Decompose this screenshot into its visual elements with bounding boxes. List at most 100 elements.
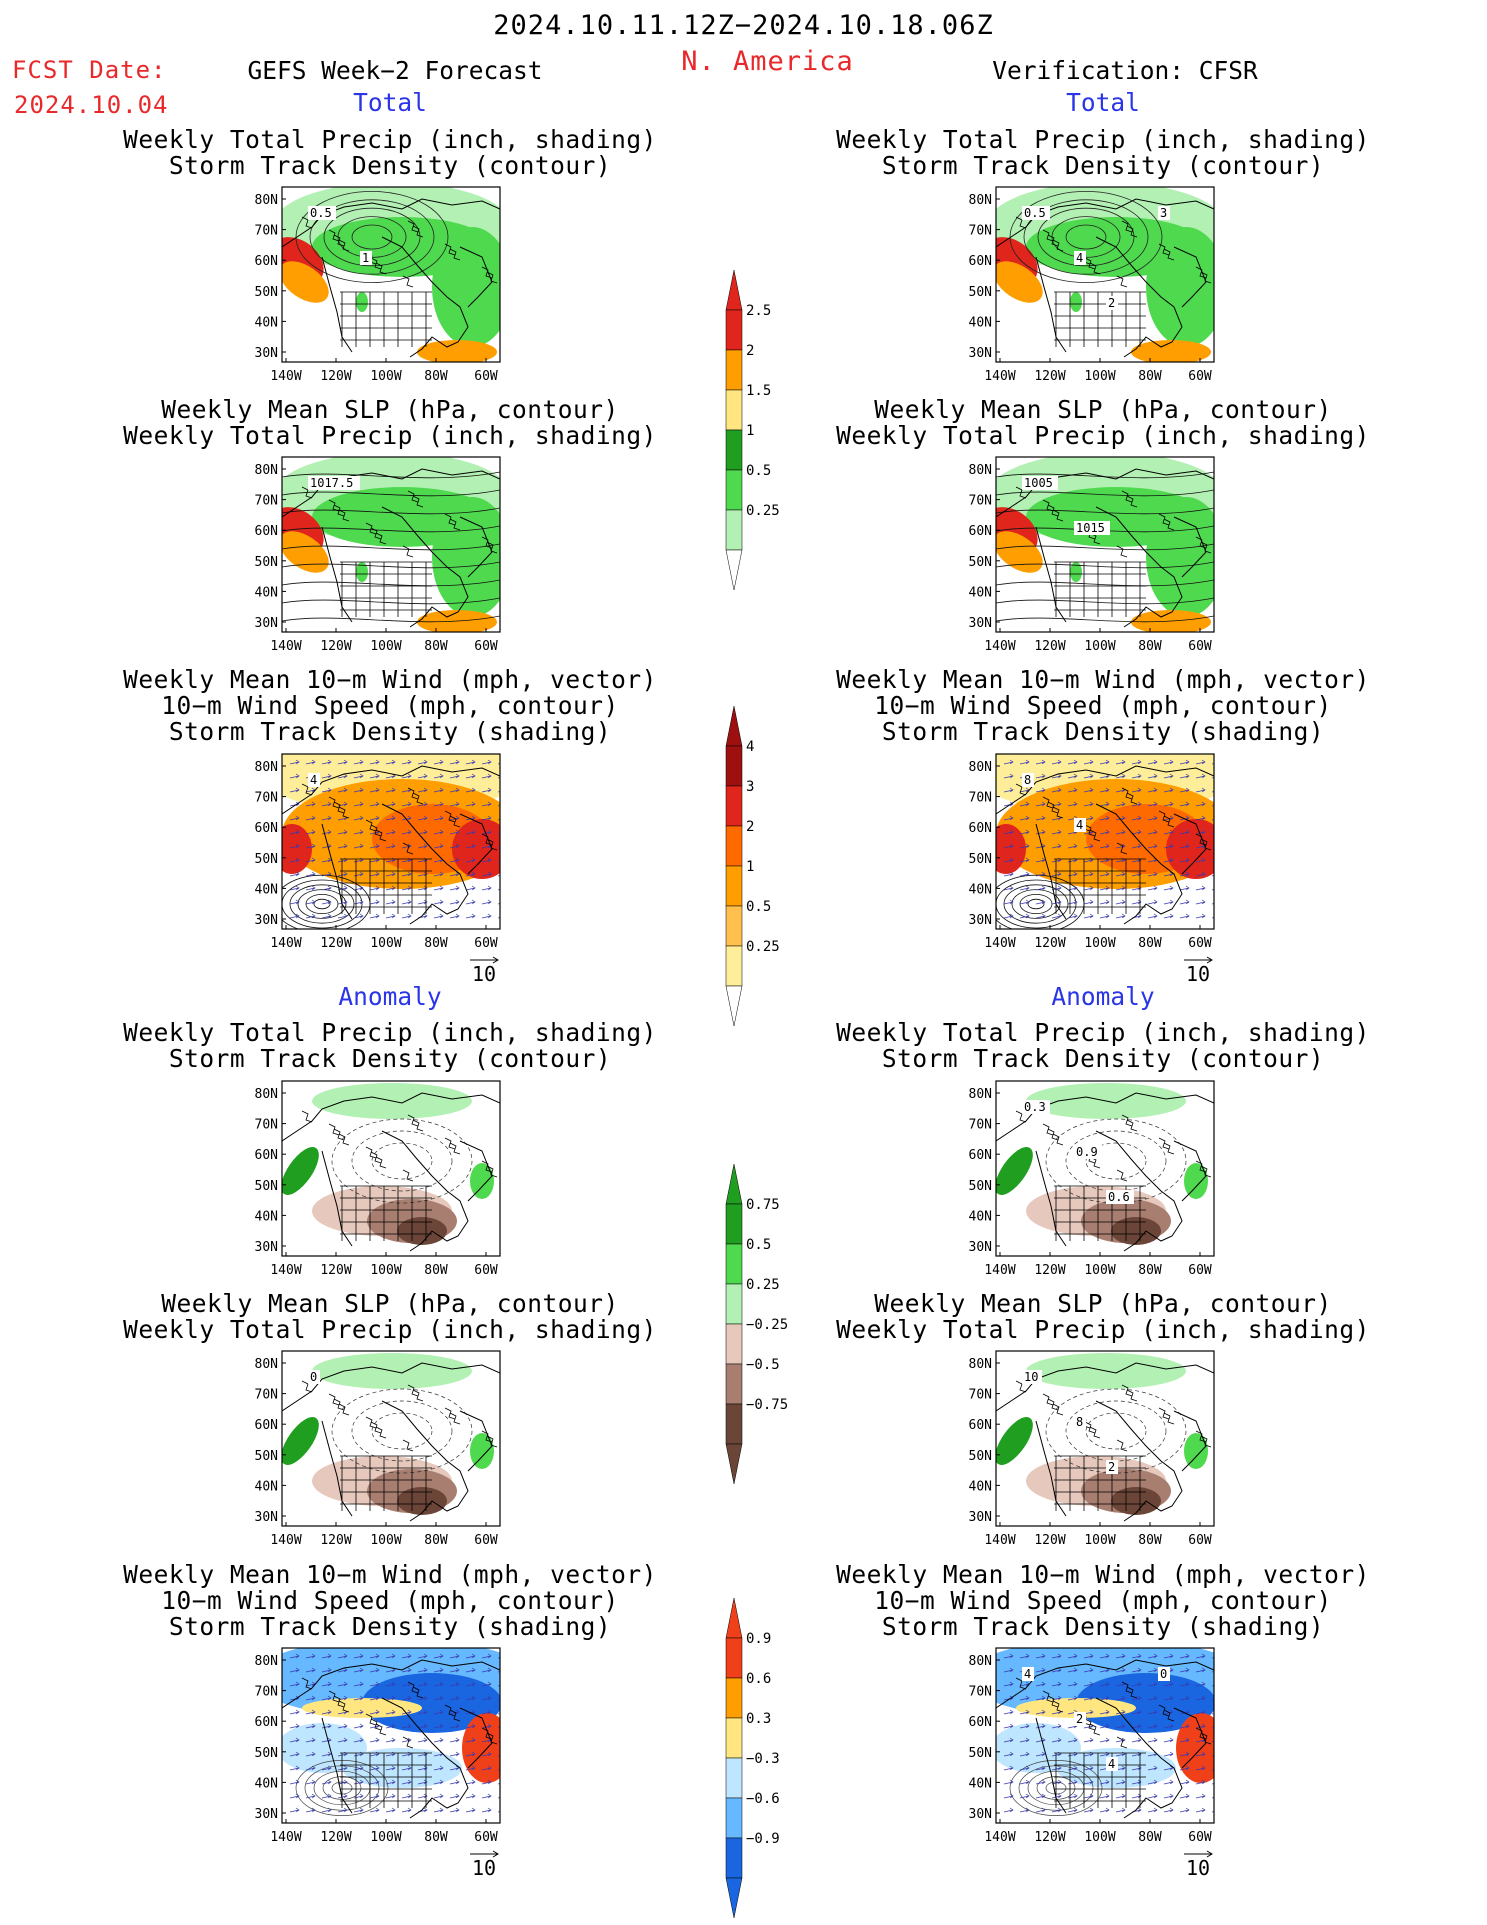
map-clip: 0 [282,1351,500,1526]
lat-label: 80N [969,760,992,775]
wind-vector [369,1667,380,1673]
wind-vector [1163,773,1174,779]
wind-vector [1067,773,1078,779]
wind-vector [305,815,316,821]
wind-vector [1131,1793,1142,1799]
island-outline [481,1430,493,1443]
wind-vector [1035,1681,1046,1687]
island-outline [1042,796,1054,809]
contour-line [1065,224,1107,250]
lon-label: 120W [320,936,351,951]
lon-label: 80W [424,369,448,384]
reference-vector-label: 10 [472,962,496,986]
wind-vector [401,1723,412,1729]
colorbar-label: −0.3 [746,1751,780,1767]
title-line: Storm Track Density (shading) [168,717,612,746]
wind-vector [433,871,444,877]
island-outline [1042,1690,1054,1703]
island-outline [407,787,419,800]
wind-vector [1147,899,1158,905]
wind-vector [1067,1653,1078,1659]
wind-vector [433,787,444,793]
title-line: Storm Track Density (contour) [881,1044,1325,1073]
title-line: Weekly Total Precip (inch, shading) [123,1018,657,1047]
island-outline [444,1137,456,1150]
wind-vector [1019,1765,1030,1771]
wind-vector [353,1765,364,1771]
wind-vector [289,787,300,793]
map-panel: 0.3 0.9 0.6 80N 70N 60N 50N 40N 30N 140W 120W 100W 8… [969,1080,1215,1278]
contour-label: 2 [1076,1712,1083,1726]
wind-vector [1195,1779,1206,1785]
wind-vector [321,1681,332,1687]
fcst-date-label: FCST Date: [12,56,167,84]
wind-vector [1083,1765,1094,1771]
wind-vector [1067,1667,1078,1673]
wind-vector [449,913,460,919]
isobar [282,507,500,515]
colorbar-segment [725,1323,743,1365]
wind-vector [289,1681,300,1687]
lon-label: 140W [984,639,1015,654]
contour-label: 0.9 [1076,1145,1098,1159]
wind-vector [1051,773,1062,779]
lat-label: 80N [255,1654,278,1669]
colorbar-top-cap [725,1597,743,1639]
wind-vector [1179,899,1190,905]
contour-label: 1005 [1024,476,1053,490]
contour-label-bg [1074,1415,1086,1429]
wind-vector [289,1751,300,1757]
wind-vector [321,801,332,807]
lat-label: 30N [255,1510,278,1525]
wind-vector [1131,899,1142,905]
lon-label: 60W [474,1533,498,1548]
wind-vector [289,843,300,849]
lat-label: 40N [969,1479,992,1494]
wind-vector [321,871,332,877]
colorbar-top-cap [725,1163,743,1205]
lon-label: 80W [424,936,448,951]
lon-label: 120W [1034,1263,1065,1278]
isobar [282,489,500,497]
lon-label: 120W [1034,936,1065,951]
wind-vector [1035,857,1046,863]
wind-vector [465,1751,476,1757]
colorbar-label: 0.5 [746,899,771,915]
wind-vectors [1003,759,1214,919]
contour-label: 0.6 [1108,1190,1130,1204]
wind-vector [1195,1723,1206,1729]
colorbar-top-cap [725,269,743,311]
wind-vector [1035,1765,1046,1771]
wind-vector [1051,1765,1062,1771]
wind-vector [481,815,492,821]
wind-vector [465,1695,476,1701]
wind-vector [1147,1793,1158,1799]
wind-vector [1195,1695,1206,1701]
map-panel: 4 80N 70N 60N 50N 40N 30N 140W 120W 100W 80W 60W 10 [255,753,501,986]
shade-region [462,1713,500,1783]
colorbar-segment [725,865,743,907]
contour-label-bg [1158,206,1170,220]
wind-vector [417,1723,428,1729]
colorbar-label: 2 [746,343,754,359]
wind-vector [1035,1779,1046,1785]
wind-vector [289,1779,300,1785]
reference-vector-arrow [1184,956,1213,964]
wind-vector [353,1723,364,1729]
title-line: Weekly Mean SLP (hPa, contour) [874,1289,1332,1318]
wind-vector [401,843,412,849]
wind-vector [1067,801,1078,807]
title-line: Storm Track Density (contour) [881,151,1325,180]
wind-vector [1003,1765,1014,1771]
wind-vector [321,773,332,779]
wind-vector [1035,773,1046,779]
contour-label-bg [1022,476,1058,490]
lon-label: 140W [270,369,301,384]
shade-region [470,1163,494,1199]
wind-vector [321,829,332,835]
wind-vector [289,759,300,765]
wind-vector [1035,913,1046,919]
wind-vector [1131,815,1142,821]
